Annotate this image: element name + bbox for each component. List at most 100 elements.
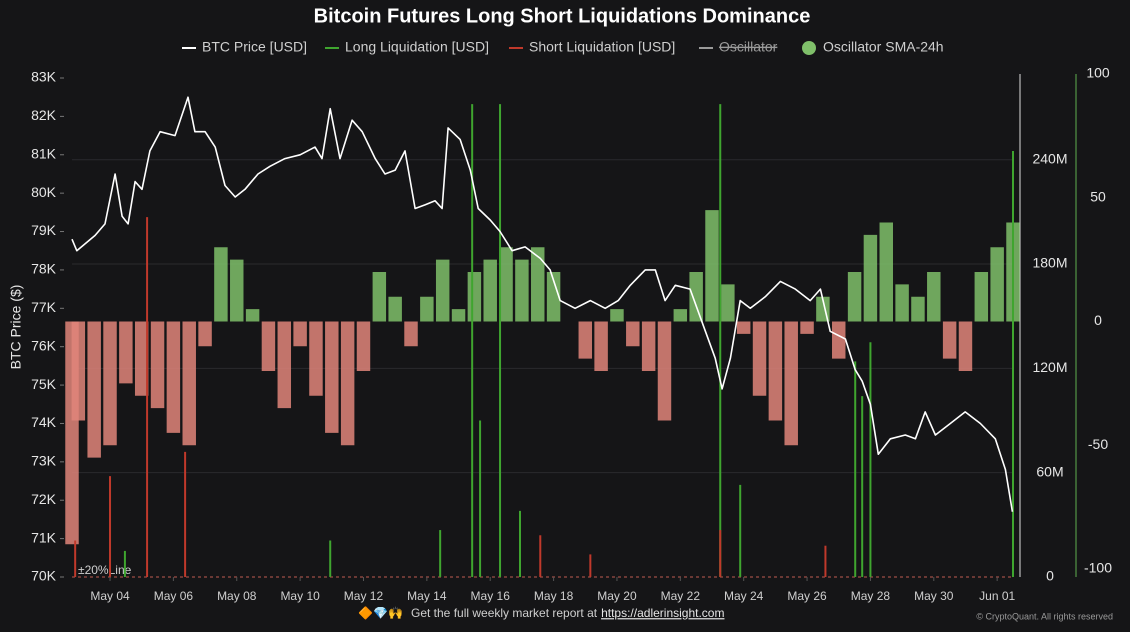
x-tick-label: May 26 [787, 589, 827, 603]
y-tick-label: 78K [31, 261, 57, 277]
oscillator-bar [325, 321, 339, 433]
oscillator-bar [578, 321, 593, 359]
oscillator-bar [531, 247, 545, 322]
oscillator-bar [198, 321, 212, 347]
oscillator-bar [261, 321, 276, 371]
oscillator-bar [752, 321, 767, 396]
oscillator-bar [673, 309, 688, 322]
y-tick-label: 74K [31, 414, 57, 430]
osc-layer [65, 210, 1020, 545]
oscillator-bar [134, 321, 149, 396]
y3-tick-label: 100 [1086, 65, 1110, 81]
oscillator-bar [641, 321, 656, 371]
y-tick-label: 72K [31, 491, 57, 507]
oscillator-bar [214, 247, 228, 322]
spike-layer [74, 104, 1014, 577]
oscillator-bar [863, 234, 878, 322]
y-tick-label: 80K [31, 184, 57, 200]
y-tick-label: 75K [31, 376, 57, 392]
x-tick-label: May 24 [724, 589, 764, 603]
oscillator-bar [768, 321, 783, 421]
oscillator-bar [927, 272, 941, 322]
oscillator-bar [784, 321, 798, 446]
y2-tick-label: 180M [1032, 255, 1067, 271]
oscillator-bar [309, 321, 323, 396]
oscillator-bar [657, 321, 672, 421]
oscillator-bar [546, 272, 561, 322]
oscillator-bar [594, 321, 608, 371]
oscillator-bar [879, 222, 893, 322]
x-tick-label: Jun 01 [979, 589, 1015, 603]
y-axis-label: BTC Price ($) [8, 285, 24, 370]
y2-tick-label: 240M [1032, 150, 1067, 166]
oscillator-bar [388, 296, 402, 322]
oscillator-bar [293, 321, 307, 347]
y-tick-label: 81K [31, 145, 57, 161]
y-tick-label: 79K [31, 222, 57, 238]
legend-label[interactable]: Short Liquidation [USD] [529, 39, 675, 55]
oscillator-bar [340, 321, 355, 446]
legend-label[interactable]: Long Liquidation [USD] [345, 39, 489, 55]
x-tick-label: May 30 [914, 589, 954, 603]
y-tick-label: 71K [31, 529, 57, 545]
copyright: © CryptoQuant. All rights reserved [976, 611, 1113, 621]
oscillator-bar [515, 259, 529, 322]
oscillator-bar [372, 272, 387, 322]
oscillator-bar [499, 247, 513, 322]
oscillator-bar [245, 309, 260, 322]
legend-label[interactable]: BTC Price [USD] [202, 39, 307, 55]
x-tick-label: May 20 [597, 589, 637, 603]
legend-label[interactable]: Oscillator [719, 39, 778, 55]
x-tick-label: May 10 [280, 589, 320, 603]
oscillator-bar [958, 321, 973, 371]
price-line [71, 96, 1014, 512]
y-tick-label: 76K [31, 337, 57, 353]
x-tick-label: May 14 [407, 589, 447, 603]
footer-link[interactable]: https://adlerinsight.com [601, 606, 724, 620]
oscillator-bar [182, 321, 196, 446]
x-tick-label: May 22 [661, 589, 701, 603]
oscillator-bar [451, 309, 466, 322]
x-tick-label: May 12 [344, 589, 384, 603]
y3-tick-label: -100 [1084, 560, 1112, 576]
y2-tick-label: 120M [1032, 359, 1067, 375]
legend-swatch [802, 41, 816, 55]
x-tick-label: May 18 [534, 589, 574, 603]
oscillator-bar [404, 321, 418, 347]
y-tick-label: 83K [31, 69, 57, 85]
oscillator-bar [705, 210, 719, 322]
oscillator-bar [626, 321, 640, 347]
x-tick-label: May 28 [851, 589, 891, 603]
oscillator-bar [847, 272, 862, 322]
oscillator-bar [689, 272, 703, 322]
oscillator-bar [736, 321, 751, 334]
oscillator-bar [420, 296, 434, 322]
chart-title: Bitcoin Futures Long Short Liquidations … [314, 5, 811, 27]
oscillator-bar [483, 259, 497, 322]
y3-tick-label: 0 [1094, 312, 1102, 328]
oscillator-bar [103, 321, 117, 446]
y2-tick-label: 60M [1036, 463, 1063, 479]
oscillator-bar [911, 296, 925, 322]
oscillator-bar [895, 284, 909, 322]
oscillator-bar [721, 284, 735, 322]
oscillator-bar [435, 259, 450, 322]
line-layer [71, 96, 1014, 512]
y-tick-label: 73K [31, 453, 57, 469]
oscillator-bar [150, 321, 165, 409]
axes-layer: 70K 71K 72K 73K 74K 75K 76K 77K 78K 79K 80K 81K 82K 8… [31, 65, 1112, 603]
oscillator-bar [942, 321, 957, 359]
y-tick-label: 77K [31, 299, 57, 315]
x-tick-label: May 16 [471, 589, 511, 603]
oscillator-bar [467, 272, 482, 322]
x-tick-label: May 04 [90, 589, 130, 603]
y3-tick-label: -50 [1088, 436, 1108, 452]
oscillator-bar [832, 321, 846, 359]
oscillator-bar [166, 321, 181, 433]
oscillator-bar [230, 259, 244, 322]
oscillator-bar [974, 272, 989, 322]
y2-tick-label: 0 [1046, 568, 1054, 584]
legend-label[interactable]: Oscillator SMA-24h [823, 39, 944, 55]
y-tick-label: 82K [31, 107, 57, 123]
